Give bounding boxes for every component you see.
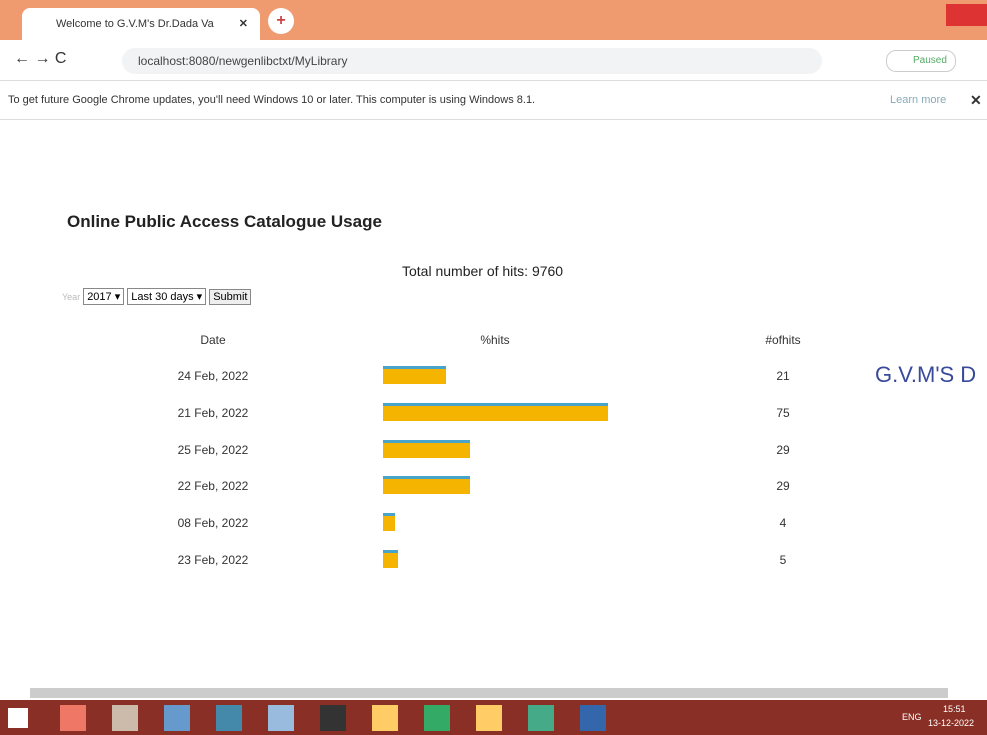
profile-status: Paused	[913, 55, 947, 66]
hit-bar	[383, 440, 470, 458]
taskbar: ENG 15:51 13-12-2022	[0, 700, 987, 735]
total-hits: Total number of hits: 9760	[402, 263, 563, 279]
hit-bar	[383, 403, 608, 421]
hits-cell: 29	[753, 479, 813, 493]
screen: Welcome to G.V.M's Dr.Dada Va✕ + ← → C l…	[0, 0, 987, 735]
hits-cell: 21	[753, 369, 813, 383]
language[interactable]: ENG	[902, 712, 922, 722]
profile[interactable]: Paused	[886, 50, 956, 72]
period-value: Last 30 days	[131, 291, 193, 303]
date-cell: 08 Feb, 2022	[153, 516, 273, 530]
hits-cell: 75	[753, 406, 813, 420]
column-header: #ofhits	[723, 333, 843, 347]
hit-bar	[383, 550, 398, 568]
date-cell: 21 Feb, 2022	[153, 406, 273, 420]
hits-cell: 5	[753, 553, 813, 567]
page-title: Online Public Access Catalogue Usage	[67, 212, 382, 232]
hit-bar	[383, 366, 446, 384]
hits-cell: 29	[753, 443, 813, 457]
date-cell: 25 Feb, 2022	[153, 443, 273, 457]
infobar-message: To get future Google Chrome updates, you…	[8, 94, 535, 106]
learn-more[interactable]: Learn more	[890, 81, 946, 119]
clock-time[interactable]: 15:51	[943, 704, 966, 714]
submit-button[interactable]: Submit	[209, 289, 251, 305]
toolbar: ← → C localhost:8080/newgenlibctxt/MyLib…	[0, 40, 987, 81]
logo-text: G.V.M'S D	[875, 362, 976, 388]
omnibox[interactable]: localhost:8080/newgenlibctxt/MyLibrary	[122, 48, 822, 74]
scrollbar[interactable]	[30, 688, 948, 698]
hit-bar	[383, 476, 470, 494]
tab[interactable]: Welcome to G.V.M's Dr.Dada Va✕	[22, 8, 260, 40]
period-select[interactable]: Last 30 days ▾	[127, 288, 206, 305]
infobar: To get future Google Chrome updates, you…	[0, 81, 987, 120]
taskbar-apps	[60, 705, 720, 731]
column-header: Date	[153, 333, 273, 347]
hits-cell: 4	[753, 516, 813, 530]
date-cell: 24 Feb, 2022	[153, 369, 273, 383]
date-cell: 22 Feb, 2022	[153, 479, 273, 493]
tab-title: Welcome to G.V.M's Dr.Dada Va	[56, 18, 214, 30]
new-tab[interactable]: +	[268, 8, 294, 34]
date-cell: 23 Feb, 2022	[153, 553, 273, 567]
tab-strip: Welcome to G.V.M's Dr.Dada Va✕ +	[0, 0, 987, 40]
start-button[interactable]	[8, 708, 28, 728]
year-value: 2017	[87, 291, 111, 303]
column-header: %hits	[435, 333, 555, 347]
year-label: Year	[62, 292, 80, 302]
year-select[interactable]: 2017 ▾	[83, 288, 124, 305]
clock-date[interactable]: 13-12-2022	[928, 718, 974, 728]
filter-form: Year 2017 ▾ Last 30 days ▾ Submit	[62, 288, 251, 305]
hit-bar	[383, 513, 395, 531]
nav-buttons[interactable]: ← → C	[14, 50, 66, 68]
close-window[interactable]	[946, 4, 987, 26]
url: localhost:8080/newgenlibctxt/MyLibrary	[138, 54, 347, 68]
